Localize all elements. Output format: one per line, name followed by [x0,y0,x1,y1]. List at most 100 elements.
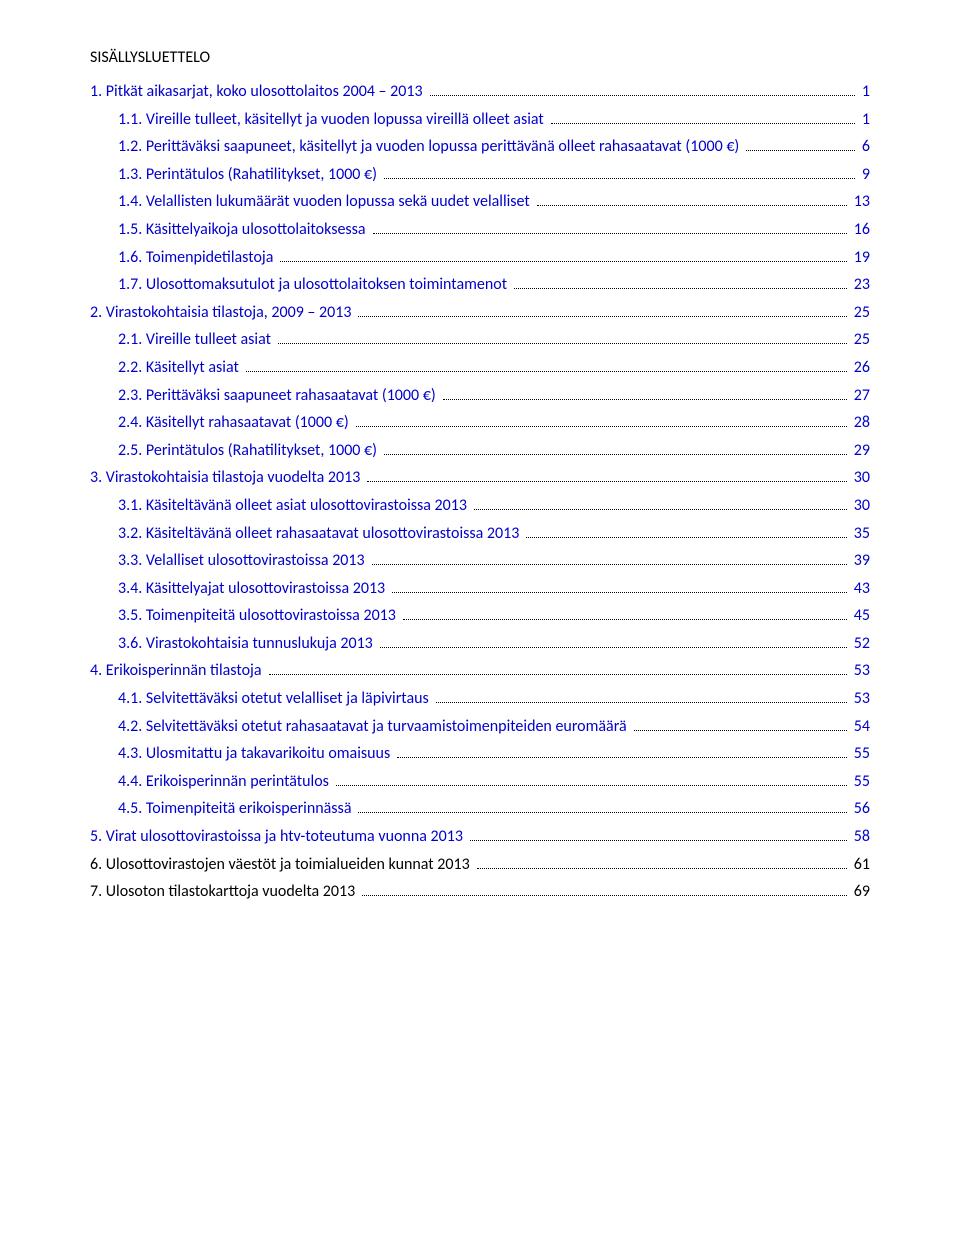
toc-entry-page[interactable]: 58 [850,826,870,848]
toc-entry-label[interactable]: 1. Pitkät aikasarjat, koko ulosottolaito… [90,81,427,103]
toc-entry-page[interactable]: 56 [850,798,870,820]
toc-entry-label[interactable]: 3.1. Käsiteltävänä olleet asiat ulosotto… [118,495,471,517]
toc-entry[interactable]: 3.5. Toimenpiteitä ulosottovirastoissa 2… [118,605,870,627]
toc-entry[interactable]: 2.5. Perintätulos (Rahatilitykset, 1000 … [118,440,870,462]
toc-entry-page[interactable]: 19 [850,247,870,269]
toc-entry-page[interactable]: 54 [850,716,870,738]
toc-entry: 6. Ulosottovirastojen väestöt ja toimial… [90,854,870,876]
toc-entry[interactable]: 1.7. Ulosottomaksutulot ja ulosottolaito… [118,274,870,296]
toc-entry-label[interactable]: 2.5. Perintätulos (Rahatilitykset, 1000 … [118,440,381,462]
toc-entry-label[interactable]: 2.1. Vireille tulleet asiat [118,329,275,351]
toc-entry-label[interactable]: 3. Virastokohtaisia tilastoja vuodelta 2… [90,467,364,489]
toc-entry-label[interactable]: 4.3. Ulosmitattu ja takavarikoitu omaisu… [118,743,394,765]
toc-entry[interactable]: 1.2. Perittäväksi saapuneet, käsitellyt … [118,136,870,158]
toc-entry-page[interactable]: 27 [850,385,870,407]
toc-entry-page[interactable]: 30 [850,467,870,489]
toc-entry[interactable]: 4.1. Selvitettäväksi otetut velalliset j… [118,688,870,710]
toc-entry-page[interactable]: 1 [858,81,870,103]
toc-entry[interactable]: 1.1. Vireille tulleet, käsitellyt ja vuo… [118,109,870,131]
toc-entry-page[interactable]: 53 [850,688,870,710]
toc-entry[interactable]: 4.5. Toimenpiteitä erikoisperinnässä 56 [118,798,870,820]
toc-entry-label[interactable]: 1.2. Perittäväksi saapuneet, käsitellyt … [118,136,743,158]
toc-entry-label[interactable]: 1.7. Ulosottomaksutulot ja ulosottolaito… [118,274,511,296]
toc-entry[interactable]: 3.4. Käsittelyajat ulosottovirastoissa 2… [118,578,870,600]
toc-entry-label[interactable]: 3.4. Käsittelyajat ulosottovirastoissa 2… [118,578,389,600]
toc-entry-label[interactable]: 1.3. Perintätulos (Rahatilitykset, 1000 … [118,164,381,186]
toc-entry[interactable]: 3.2. Käsiteltävänä olleet rahasaatavat u… [118,523,870,545]
toc-entry[interactable]: 3. Virastokohtaisia tilastoja vuodelta 2… [90,467,870,489]
toc-entry-page[interactable]: 9 [858,164,870,186]
page: SISÄLLYSLUETTELO 1. Pitkät aikasarjat, k… [0,0,960,1248]
toc-entry-page[interactable]: 28 [850,412,870,434]
toc-entry[interactable]: 3.3. Velalliset ulosottovirastoissa 2013… [118,550,870,572]
toc-entry-label[interactable]: 2.2. Käsitellyt asiat [118,357,243,379]
toc-leader-dots [372,553,847,565]
toc-entry[interactable]: 1. Pitkät aikasarjat, koko ulosottolaito… [90,81,870,103]
toc-entry-page[interactable]: 1 [858,109,870,131]
toc-entry[interactable]: 1.4. Velallisten lukumäärät vuoden lopus… [118,191,870,213]
toc-entry-label[interactable]: 3.6. Virastokohtaisia tunnuslukuja 2013 [118,633,377,655]
toc-entry-label[interactable]: 1.4. Velallisten lukumäärät vuoden lopus… [118,191,534,213]
toc-leader-dots [403,608,847,620]
toc-entry-page[interactable]: 43 [850,578,870,600]
toc-entry-label[interactable]: 4.4. Erikoisperinnän perintätulos [118,771,333,793]
toc-entry-page[interactable]: 26 [850,357,870,379]
toc-entry-page[interactable]: 35 [850,523,870,545]
toc-entry-label[interactable]: 3.5. Toimenpiteitä ulosottovirastoissa 2… [118,605,400,627]
toc-entry[interactable]: 3.6. Virastokohtaisia tunnuslukuja 2013 5… [118,633,870,655]
toc-entry-label[interactable]: 2.3. Perittäväksi saapuneet rahasaatavat… [118,385,440,407]
toc-entry-label[interactable]: 4. Erikoisperinnän tilastoja [90,660,266,682]
toc-leader-dots [634,718,847,730]
toc-leader-dots [358,305,846,317]
toc-entry[interactable]: 2.2. Käsitellyt asiat 26 [118,357,870,379]
toc-entry-page[interactable]: 16 [850,219,870,241]
toc-entry[interactable]: 2.1. Vireille tulleet asiat 25 [118,329,870,351]
toc-leader-dots [380,636,847,648]
toc-entry-page[interactable]: 23 [850,274,870,296]
toc-leader-dots [397,746,847,758]
toc-leader-dots [362,884,847,896]
toc-entry-page[interactable]: 30 [850,495,870,517]
toc-leader-dots [537,194,847,206]
toc-leader-dots [367,470,846,482]
toc-entry-page[interactable]: 55 [850,771,870,793]
toc-entry[interactable]: 3.1. Käsiteltävänä olleet asiat ulosotto… [118,495,870,517]
toc-entry[interactable]: 4.2. Selvitettäväksi otetut rahasaatavat… [118,716,870,738]
toc-entry[interactable]: 2.3. Perittäväksi saapuneet rahasaatavat… [118,385,870,407]
toc-entry-label[interactable]: 1.1. Vireille tulleet, käsitellyt ja vuo… [118,109,548,131]
toc-entry-page[interactable]: 45 [850,605,870,627]
toc-entry[interactable]: 1.6. Toimenpidetilastoja 19 [118,247,870,269]
toc-entry[interactable]: 1.3. Perintätulos (Rahatilitykset, 1000 … [118,164,870,186]
toc-entry-label[interactable]: 2.4. Käsitellyt rahasaatavat (1000 €) [118,412,353,434]
toc-entry-page[interactable]: 29 [850,440,870,462]
toc-entry-label[interactable]: 1.5. Käsittelyaikoja ulosottolaitoksessa [118,219,370,241]
toc-entry-label[interactable]: 4.1. Selvitettäväksi otetut velalliset j… [118,688,433,710]
toc-entry: 7. Ulosoton tilastokarttoja vuodelta 201… [90,881,870,903]
toc-entry[interactable]: 4. Erikoisperinnän tilastoja 53 [90,660,870,682]
toc-entry-label[interactable]: 5. Virat ulosottovirastoissa ja htv-tote… [90,826,467,848]
toc-entry-page[interactable]: 55 [850,743,870,765]
toc-entry-page[interactable]: 52 [850,633,870,655]
toc-entry-page[interactable]: 25 [850,329,870,351]
toc-entry-label[interactable]: 3.2. Käsiteltävänä olleet rahasaatavat u… [118,523,523,545]
toc-entry-label: 6. Ulosottovirastojen väestöt ja toimial… [90,854,474,876]
toc-entry[interactable]: 5. Virat ulosottovirastoissa ja htv-tote… [90,826,870,848]
toc-entry-label[interactable]: 1.6. Toimenpidetilastoja [118,247,277,269]
toc-entry-label[interactable]: 2. Virastokohtaisia tilastoja, 2009 – 20… [90,302,355,324]
toc-entry[interactable]: 2.4. Käsitellyt rahasaatavat (1000 €) 28 [118,412,870,434]
toc-entry-page[interactable]: 39 [850,550,870,572]
toc-entry-label[interactable]: 3.3. Velalliset ulosottovirastoissa 2013 [118,550,369,572]
toc-entry-page[interactable]: 6 [858,136,870,158]
toc-entry-page[interactable]: 13 [850,191,870,213]
toc-leader-dots [551,111,855,123]
toc-leader-dots [336,774,847,786]
toc-entry[interactable]: 4.3. Ulosmitattu ja takavarikoitu omaisu… [118,743,870,765]
toc-leader-dots [384,167,855,179]
toc-entry-label[interactable]: 4.2. Selvitettäväksi otetut rahasaatavat… [118,716,631,738]
toc-entry[interactable]: 1.5. Käsittelyaikoja ulosottolaitoksessa… [118,219,870,241]
toc-entry[interactable]: 4.4. Erikoisperinnän perintätulos 55 [118,771,870,793]
toc-entry-label[interactable]: 4.5. Toimenpiteitä erikoisperinnässä [118,798,355,820]
toc-entry[interactable]: 2. Virastokohtaisia tilastoja, 2009 – 20… [90,302,870,324]
toc-entry-page[interactable]: 53 [850,660,870,682]
toc-entry-page[interactable]: 25 [850,302,870,324]
